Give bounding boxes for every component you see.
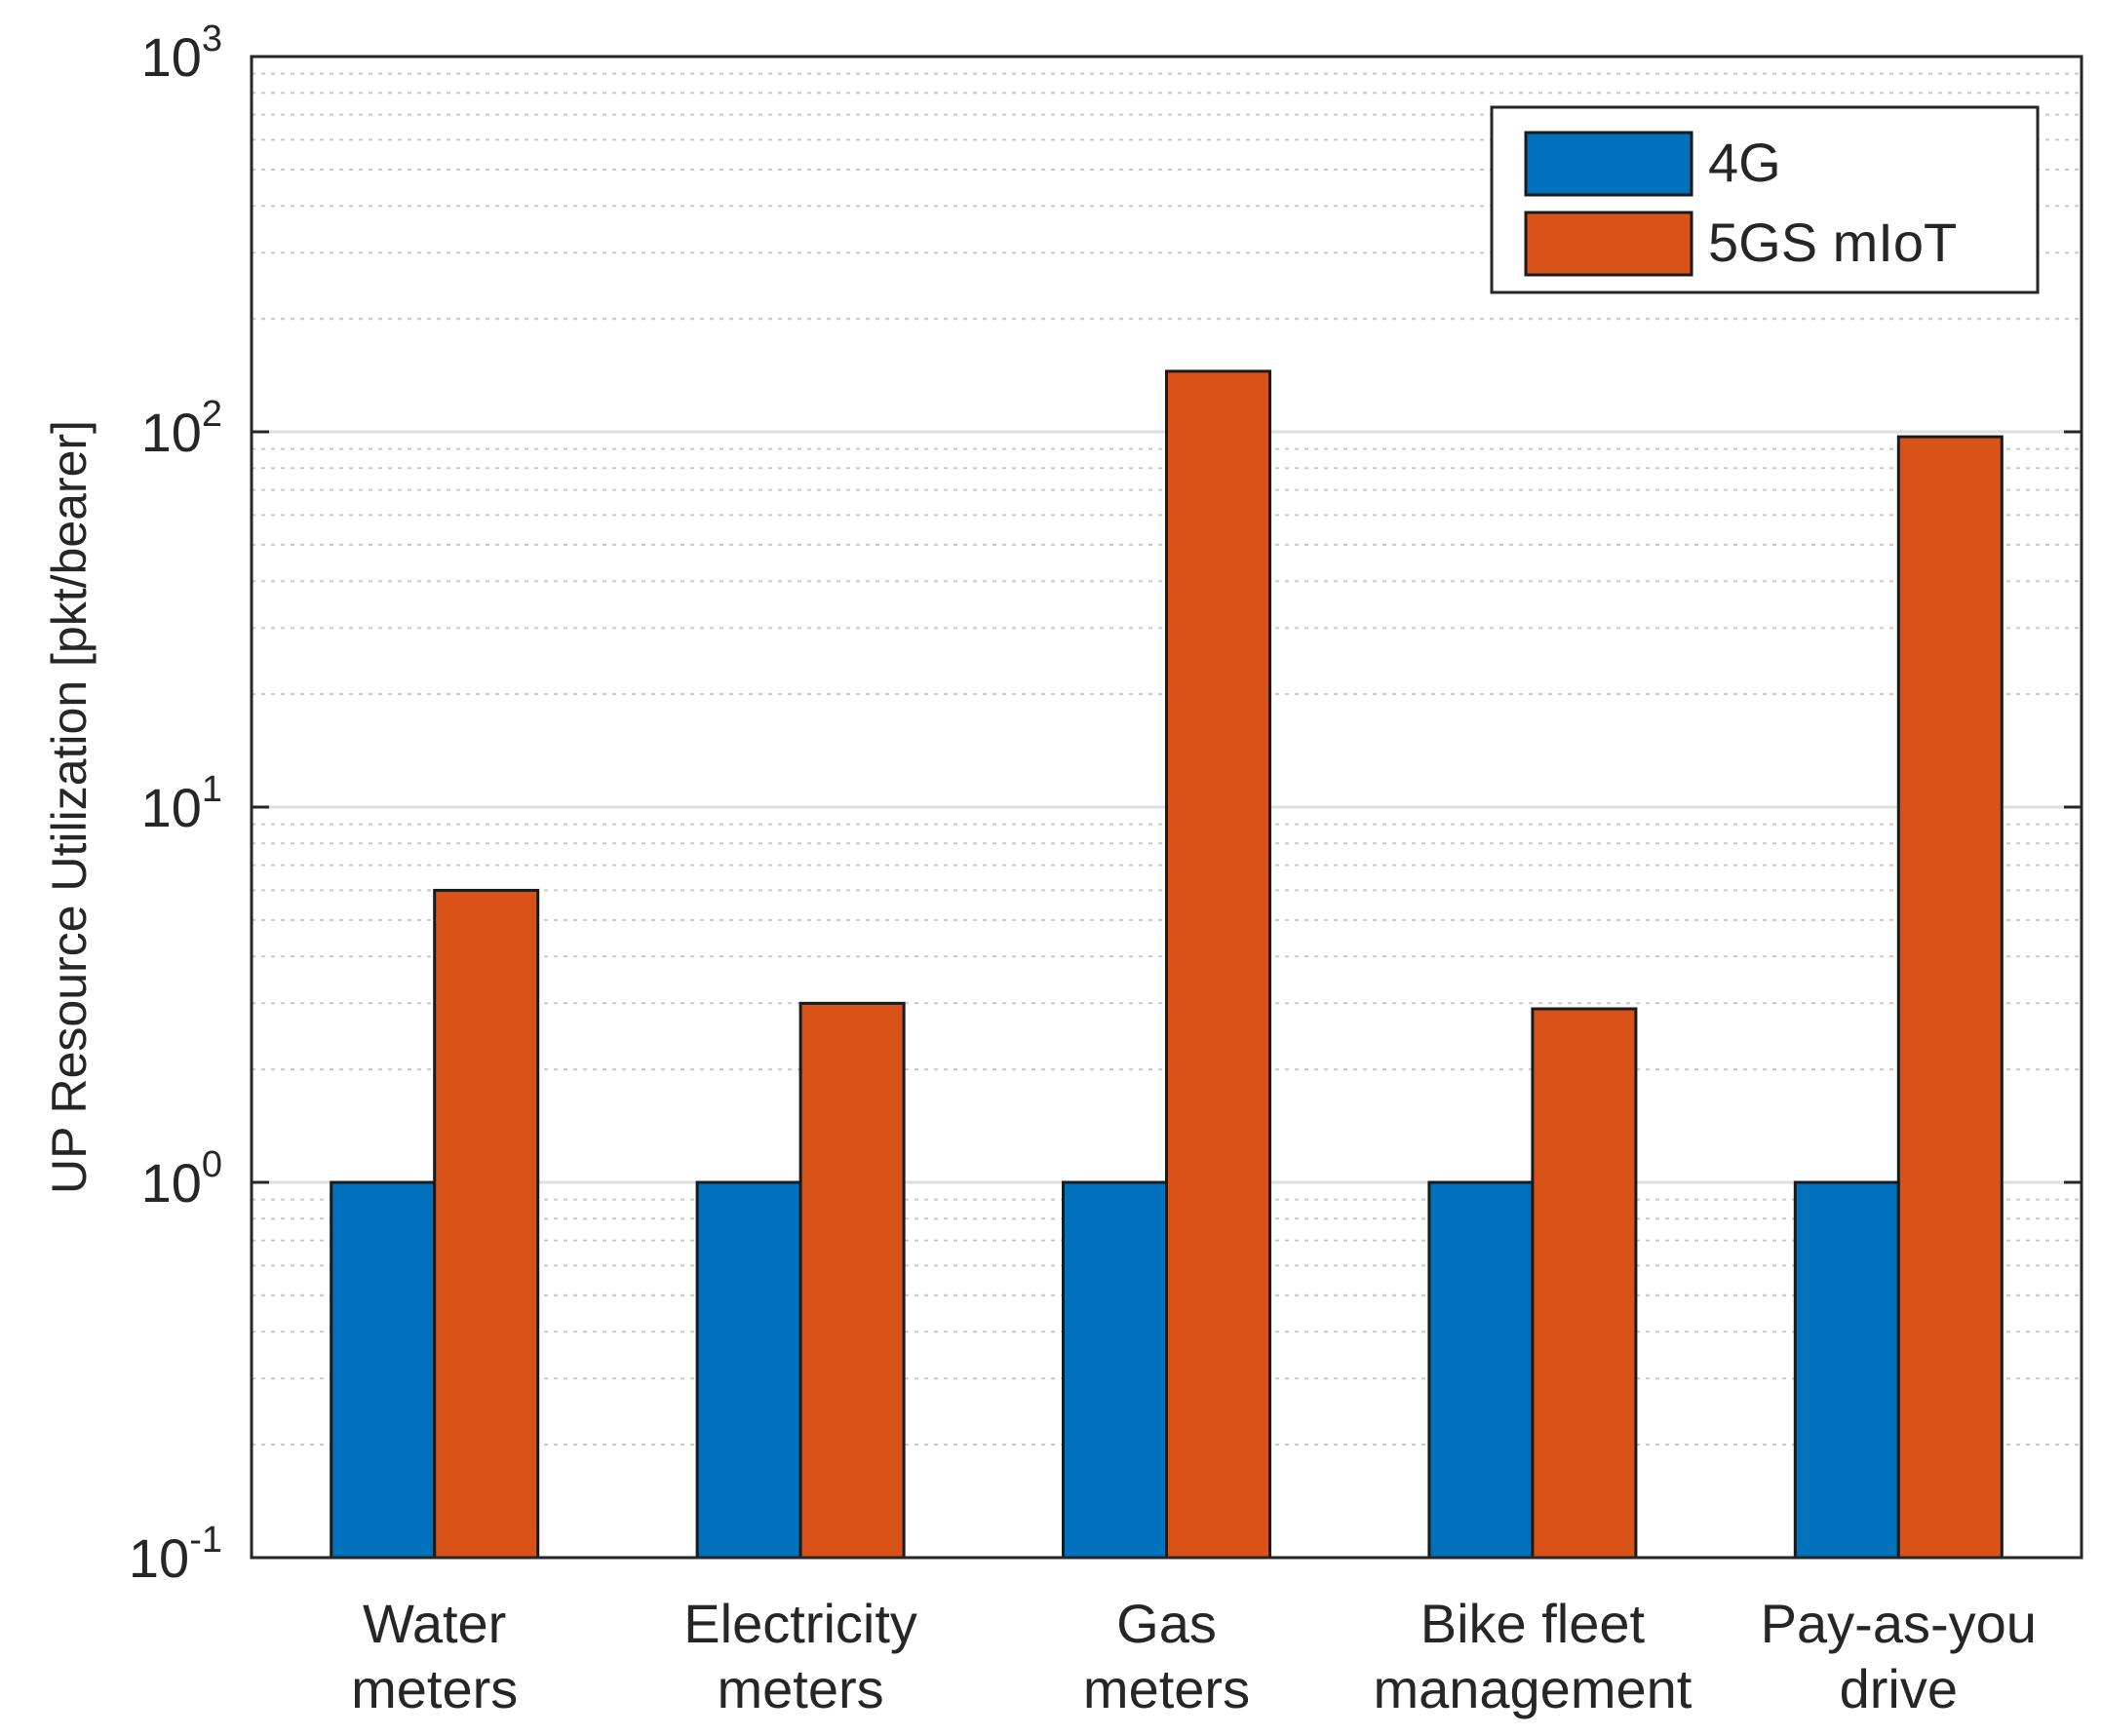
bar-5gs-miot bbox=[1896, 435, 2004, 1560]
x-tick-label: management bbox=[1373, 1658, 1692, 1719]
bar-4g bbox=[1062, 1180, 1168, 1560]
legend-label: 5GS mIoT bbox=[1708, 212, 1957, 273]
x-tick-labels: WatermetersElectricitymetersGasmetersBik… bbox=[351, 1593, 2037, 1719]
x-tick-label: meters bbox=[718, 1658, 884, 1719]
legend-swatch bbox=[1524, 131, 1693, 197]
y-tick-label: 101 bbox=[141, 769, 222, 838]
y-tick-label: 100 bbox=[141, 1144, 222, 1214]
bar-5gs-miot bbox=[798, 1001, 906, 1560]
x-tick-label: drive bbox=[1840, 1658, 1958, 1719]
bar-5gs-miot bbox=[433, 888, 540, 1560]
x-tick-label: meters bbox=[1083, 1658, 1250, 1719]
bars bbox=[330, 369, 2004, 1560]
legend-swatch bbox=[1524, 211, 1693, 277]
legend-label: 4G bbox=[1708, 132, 1781, 193]
x-tick-label: meters bbox=[351, 1658, 518, 1719]
bar-5gs-miot bbox=[1165, 369, 1271, 1560]
x-tick-label: Pay-as-you bbox=[1761, 1593, 2037, 1654]
x-tick-label: Electricity bbox=[683, 1593, 917, 1654]
y-tick-label: 102 bbox=[141, 394, 222, 463]
bar-4g bbox=[1793, 1180, 1900, 1560]
y-tick-label: 103 bbox=[141, 19, 222, 88]
y-axis-label: UP Resource Utilization [pkt/bearer] bbox=[42, 420, 97, 1194]
bar-4g bbox=[330, 1180, 437, 1560]
x-tick-label: Bike fleet bbox=[1421, 1593, 1646, 1654]
legend: 4G 5GS mIoT bbox=[1490, 105, 2040, 294]
y-tick-label: 10-1 bbox=[129, 1520, 222, 1589]
bar-4g bbox=[1427, 1180, 1535, 1560]
x-tick-label: Water bbox=[363, 1593, 506, 1654]
y-ticks: 10-1 100 101 102 103 bbox=[129, 19, 2082, 1589]
bar-5gs-miot bbox=[1531, 1007, 1638, 1560]
grid bbox=[252, 72, 2082, 1560]
bar-4g bbox=[695, 1180, 802, 1560]
x-tick-label: Gas bbox=[1116, 1593, 1217, 1654]
